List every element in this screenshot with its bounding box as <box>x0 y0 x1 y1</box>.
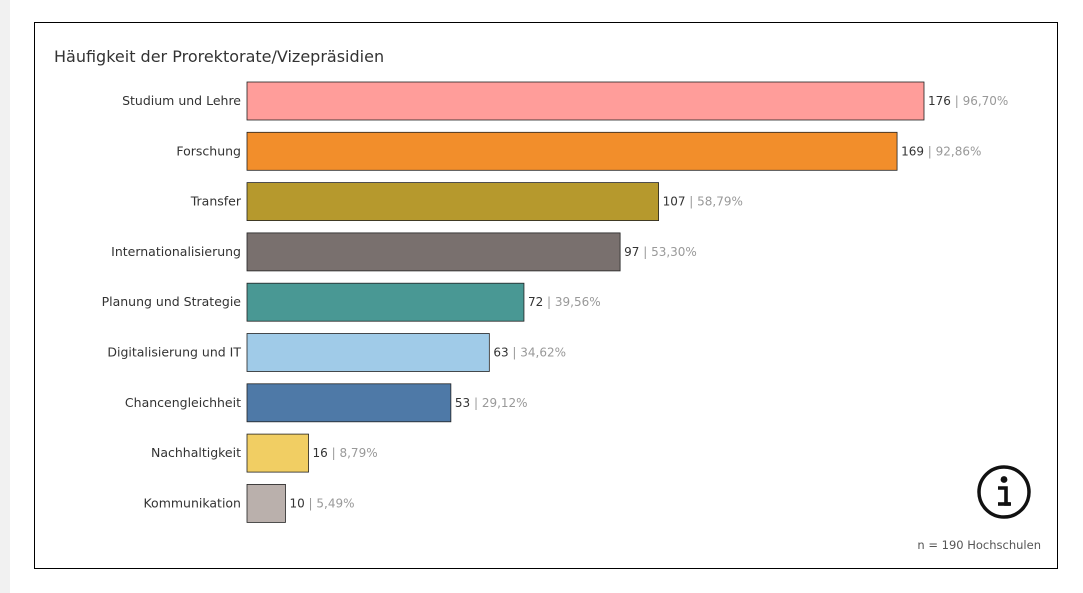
bar[interactable] <box>246 282 525 322</box>
value-label: 10 | 5,49% <box>289 496 354 510</box>
bar[interactable] <box>246 483 286 523</box>
bar[interactable] <box>246 433 309 473</box>
value-label: 169 | 92,86% <box>901 144 981 158</box>
category-label: Nachhaltigkeit <box>151 445 241 460</box>
bar[interactable] <box>246 383 452 423</box>
bar[interactable] <box>246 232 621 272</box>
value-label: 107 | 58,79% <box>663 195 743 209</box>
value-label: 72 | 39,56% <box>528 295 601 309</box>
category-label: Kommunikation <box>143 495 241 510</box>
category-label: Transfer <box>190 194 242 209</box>
left-strip <box>0 0 10 593</box>
value-label: 63 | 34,62% <box>493 346 566 360</box>
bar-chart: Studium und Lehre 176 | 96,70% Forschung 16… <box>102 81 1008 523</box>
bar[interactable] <box>246 182 659 222</box>
value-label: 97 | 53,30% <box>624 245 697 259</box>
category-label: Digitalisierung und IT <box>107 345 241 360</box>
chart-panel: Häufigkeit der Prorektorate/Vizepräsidie… <box>34 22 1058 569</box>
info-circle-icon[interactable] <box>976 464 1032 520</box>
value-label: 16 | 8,79% <box>313 446 378 460</box>
bar[interactable] <box>246 333 490 372</box>
sample-size-note: n = 190 Hochschulen <box>917 538 1041 552</box>
value-label: 53 | 29,12% <box>455 396 528 410</box>
category-label: Forschung <box>176 143 241 158</box>
category-label: Chancengleichheit <box>125 395 241 410</box>
bar[interactable] <box>246 81 925 121</box>
value-label: 176 | 96,70% <box>928 94 1008 108</box>
chart-title: Häufigkeit der Prorektorate/Vizepräsidie… <box>54 47 385 66</box>
category-label: Studium und Lehre <box>122 93 241 108</box>
bar[interactable] <box>246 131 898 171</box>
category-label: Internationalisierung <box>111 244 241 259</box>
category-label: Planung und Strategie <box>102 294 242 309</box>
